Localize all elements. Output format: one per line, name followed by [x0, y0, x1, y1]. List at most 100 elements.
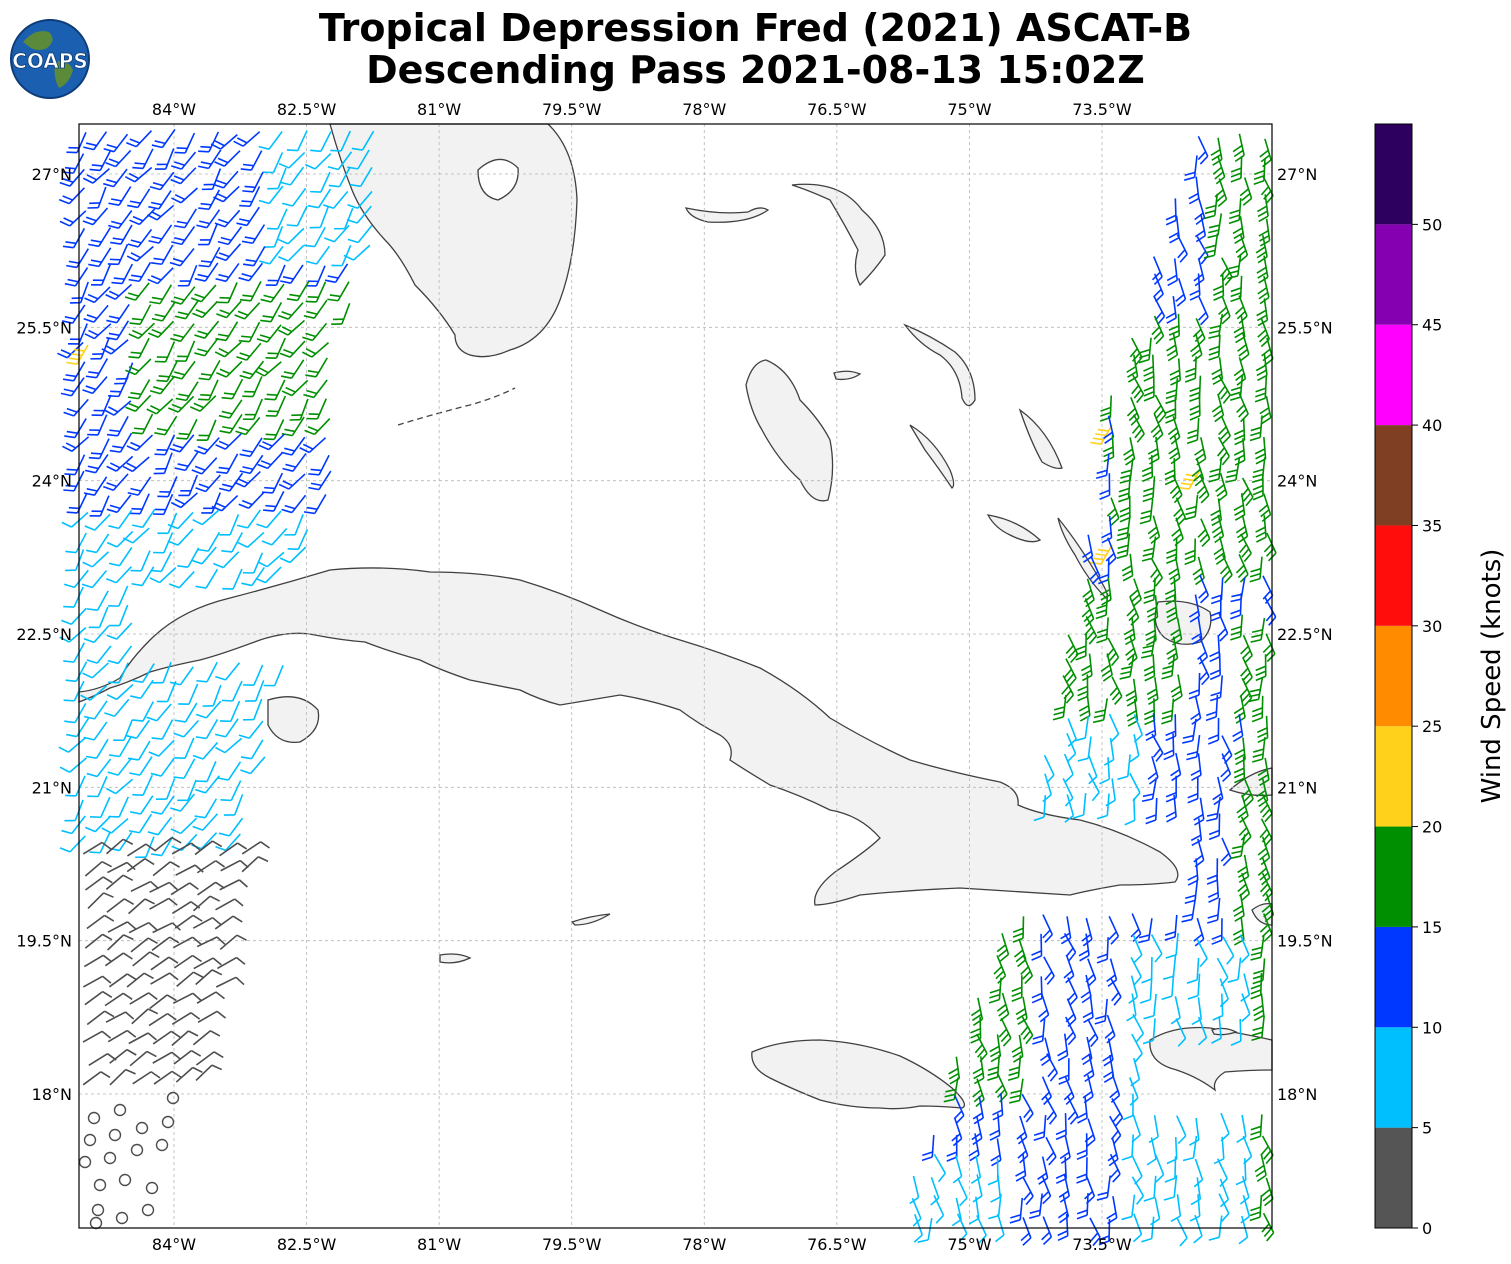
wind-barb: [1186, 418, 1200, 445]
wind-barb: [1189, 273, 1201, 301]
wind-barb: [86, 758, 112, 778]
wind-barb: [1193, 917, 1205, 947]
wind-barb: [171, 225, 196, 246]
wind-barb: [1116, 515, 1131, 542]
wind-barb: [1031, 976, 1043, 1004]
wind-barb: [153, 452, 173, 475]
wind-barb: [196, 419, 217, 441]
wind-barb: [1170, 996, 1181, 1025]
wind-barb: [1238, 533, 1252, 563]
wind-barb: [101, 339, 129, 355]
wind-barb: [1109, 1153, 1121, 1183]
wind-barb: [1219, 554, 1233, 584]
wind-barb: [946, 1135, 958, 1162]
wind-barb: [1121, 553, 1134, 582]
wind-barb: [1143, 354, 1155, 382]
wind-barb: [1250, 617, 1266, 643]
wind-barb: [334, 207, 354, 230]
wind-barb: [243, 698, 263, 721]
wind-barb: [1220, 837, 1232, 867]
colorbar-bin: [1375, 926, 1412, 1028]
wind-barb: [1040, 1175, 1052, 1205]
wind-barb: [1166, 258, 1179, 287]
wind-barb: [976, 1215, 987, 1244]
wind-barb: [1078, 933, 1090, 962]
wind-barb: [130, 550, 151, 572]
wind-barb: [195, 1051, 224, 1066]
wind-barb: [1090, 544, 1113, 565]
wind-barb: [169, 248, 195, 267]
wind-barb: [198, 359, 221, 381]
wind-barb: [1188, 176, 1200, 205]
wind-barb: [1099, 473, 1111, 501]
wind-barb: [61, 511, 89, 528]
wind-barb: [106, 838, 134, 855]
wind-barb: [1234, 295, 1248, 325]
calm-wind-circle: [155, 1138, 169, 1152]
colorbar-tick-label: 45: [1422, 316, 1442, 335]
wind-barb: [1249, 556, 1263, 583]
wind-barb: [131, 1008, 159, 1025]
calm-wind-circle: [115, 1211, 129, 1225]
wind-barb: [131, 413, 154, 435]
colorbar-bin: [1375, 324, 1412, 426]
wind-barb: [195, 969, 223, 986]
wind-barb: [213, 170, 239, 189]
wind-barb: [106, 566, 132, 584]
wind-barb: [957, 1177, 968, 1207]
wind-barb: [216, 360, 243, 378]
wind-barb: [172, 936, 202, 949]
wind-barb: [170, 817, 198, 835]
wind-barb: [1131, 374, 1145, 404]
wind-barb: [1063, 932, 1077, 962]
wind-barb: [105, 1011, 135, 1023]
wind-barb: [215, 433, 242, 450]
wind-barb: [215, 833, 241, 852]
andros: [745, 359, 834, 502]
wind-barb: [1146, 595, 1159, 623]
wind-barb: [1235, 234, 1249, 263]
wind-barb: [219, 934, 247, 951]
wind-barb: [101, 818, 129, 834]
wind-barb: [103, 168, 128, 188]
wind-barb: [214, 209, 241, 228]
wind-barb: [1253, 158, 1266, 186]
wind-barb: [1168, 215, 1180, 244]
wind-barb: [234, 471, 261, 488]
wind-barb: [1211, 1016, 1222, 1044]
wind-barb: [1045, 1136, 1057, 1166]
wind-barb: [969, 1196, 980, 1225]
lon-tick-label-bottom: 84°W: [152, 1235, 196, 1254]
wind-barb: [1121, 1194, 1136, 1221]
wind-barb: [239, 437, 263, 458]
wind-barb: [263, 226, 284, 248]
wind-barb: [265, 264, 286, 287]
wind-barb: [105, 149, 132, 168]
wind-barb: [170, 167, 197, 185]
wind-barb: [302, 322, 328, 342]
wind-barb: [1176, 1115, 1187, 1145]
wind-barb: [238, 491, 265, 509]
wind-barb: [1055, 1156, 1067, 1184]
cuba: [78, 567, 1179, 906]
wind-barb: [305, 265, 326, 287]
wind-barb: [241, 224, 266, 245]
wind-barb: [176, 971, 204, 987]
wind-barb: [1128, 1077, 1139, 1106]
wind-barb: [1016, 1115, 1028, 1145]
wind-barb: [1187, 776, 1199, 804]
wind-barb: [1031, 933, 1043, 961]
wind-barb: [177, 264, 198, 287]
wind-barb: [301, 342, 330, 358]
wind-barb: [909, 1175, 920, 1205]
colorbar-bin: [1375, 1027, 1412, 1128]
wind-barb: [174, 132, 196, 154]
wind-barb: [149, 375, 175, 395]
wind-barb: [172, 992, 202, 1005]
wind-barb: [59, 168, 85, 187]
wind-barb: [152, 861, 180, 877]
wind-barb: [242, 171, 264, 193]
wind-barb: [109, 432, 133, 453]
wind-barb: [307, 188, 332, 209]
wind-barb: [65, 549, 85, 572]
